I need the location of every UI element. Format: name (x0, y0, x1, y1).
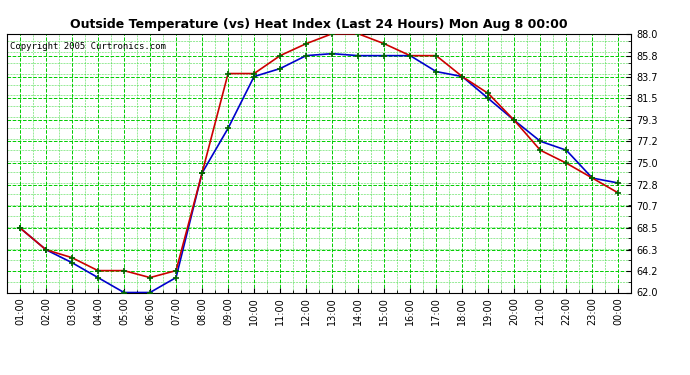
Title: Outside Temperature (vs) Heat Index (Last 24 Hours) Mon Aug 8 00:00: Outside Temperature (vs) Heat Index (Las… (70, 18, 568, 31)
Text: Copyright 2005 Curtronics.com: Copyright 2005 Curtronics.com (10, 42, 166, 51)
